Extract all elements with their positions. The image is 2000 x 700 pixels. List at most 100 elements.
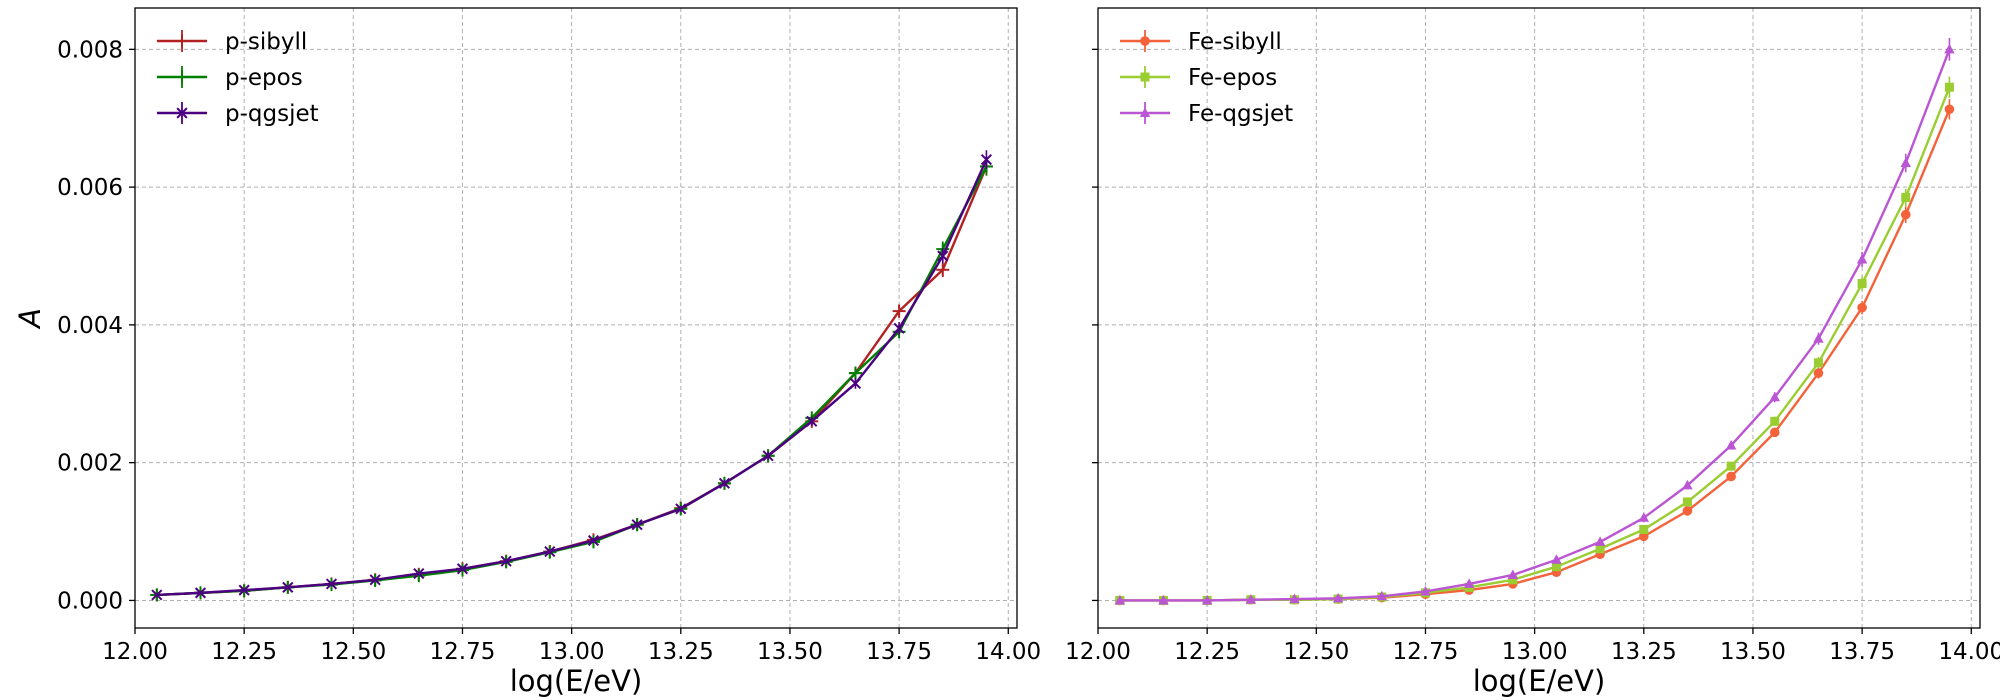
data-point-Fe-sibyll [1944, 104, 1955, 115]
y-tick-label: 0.002 [57, 451, 123, 477]
data-point-Fe-sibyll [1769, 427, 1780, 438]
legend-marker-Fe-qgsjet [1139, 107, 1151, 117]
data-point-Fe-qgsjet [1638, 512, 1649, 522]
legend-label-Fe-epos: Fe-epos [1188, 65, 1277, 91]
data-point-Fe-qgsjet [1551, 554, 1562, 564]
data-point-Fe-epos [1551, 562, 1561, 572]
data-point-Fe-qgsjet [1682, 479, 1693, 490]
data-point-p-qgsjet [544, 545, 556, 558]
data-point-p-qgsjet [413, 567, 425, 580]
x-tick-label: 12.00 [1065, 639, 1131, 665]
plot-frame [134, 7, 1018, 629]
data-point-Fe-epos [1901, 192, 1911, 202]
data-point-Fe-epos [1508, 575, 1518, 585]
x-tick-label: 12.00 [102, 639, 168, 665]
data-point-p-qgsjet [238, 584, 250, 596]
data-point-Fe-qgsjet [1463, 578, 1475, 588]
plot-frame [1097, 7, 1981, 629]
data-point-Fe-qgsjet [1900, 157, 1911, 167]
data-point-p-qgsjet [369, 574, 381, 586]
legend-label-p-qgsjet: p-qgsjet [225, 101, 319, 127]
data-point-p-qgsjet [718, 477, 731, 489]
data-point-Fe-qgsjet [1420, 585, 1431, 596]
data-point-p-qgsjet [893, 322, 905, 334]
legend-label-Fe-qgsjet: Fe-qgsjet [1188, 101, 1293, 127]
legend-marker-Fe-epos [1140, 72, 1150, 82]
x-axis-label: log(E/eV) [510, 664, 643, 698]
x-tick-label: 12.75 [1393, 639, 1459, 665]
x-tick-label: 13.25 [1611, 639, 1677, 665]
x-tick-label: 12.25 [1174, 639, 1240, 665]
data-point-Fe-epos [1682, 497, 1692, 507]
data-point-p-qgsjet [500, 555, 512, 567]
x-tick-label: 12.50 [320, 639, 386, 665]
legend-label-Fe-sibyll: Fe-sibyll [1188, 29, 1282, 55]
y-tick-label: 0.000 [57, 588, 123, 614]
data-point-Fe-epos [1770, 416, 1780, 426]
series-line-p-qgsjet [156, 159, 988, 597]
data-point-p-qgsjet [194, 587, 207, 599]
data-point-p-qgsjet [806, 415, 818, 427]
data-point-p-qgsjet [151, 589, 163, 601]
data-point-p-qgsjet [937, 250, 949, 262]
x-tick-label: 14.00 [975, 639, 1041, 665]
data-point-Fe-qgsjet [1507, 569, 1519, 579]
x-tick-label: 13.25 [648, 639, 714, 665]
x-axis-label: log(E/eV) [1473, 664, 1606, 698]
x-tick-label: 13.50 [1720, 639, 1786, 665]
data-point-p-qgsjet [325, 578, 338, 590]
x-tick-label: 13.75 [866, 639, 932, 665]
data-point-Fe-qgsjet [1856, 253, 1868, 264]
data-point-Fe-sibyll [1726, 471, 1736, 482]
x-tick-label: 13.75 [1829, 639, 1895, 665]
data-point-Fe-qgsjet [1158, 594, 1169, 605]
y-tick-label: 0.006 [57, 175, 123, 201]
data-point-p-qgsjet [675, 503, 687, 515]
data-point-Fe-epos [1595, 544, 1605, 554]
data-point-Fe-epos [1726, 461, 1736, 471]
data-point-Fe-sibyll [1682, 506, 1693, 516]
series-line-Fe-qgsjet [1119, 48, 1951, 602]
data-point-Fe-epos [1857, 279, 1867, 289]
x-tick-label: 14.00 [1938, 639, 2000, 665]
data-point-Fe-sibyll [1857, 302, 1867, 313]
data-point-p-qgsjet [849, 377, 862, 390]
data-point-p-qgsjet [456, 563, 469, 575]
data-point-Fe-qgsjet [1813, 333, 1824, 343]
data-point-Fe-sibyll [1900, 209, 1911, 220]
chart-panel-2: 12.00 12.25 12.50 12.75 13.00 13.25 13.50 13.75… [1065, 7, 2000, 698]
data-point-Fe-epos [1813, 358, 1823, 368]
data-point-p-qgsjet [587, 534, 600, 547]
data-point-Fe-qgsjet [1376, 590, 1388, 601]
data-point-p-qgsjet [980, 153, 993, 166]
data-point-Fe-qgsjet [1245, 594, 1257, 604]
data-point-Fe-epos [1944, 82, 1954, 92]
y-axis-label: A [13, 308, 47, 330]
legend-marker-Fe-sibyll [1140, 36, 1150, 46]
x-tick-label: 13.00 [1502, 639, 1568, 665]
data-point-Fe-qgsjet [1769, 391, 1780, 402]
x-tick-label: 13.50 [757, 639, 823, 665]
data-point-Fe-qgsjet [1201, 594, 1213, 605]
data-point-Fe-sibyll [1813, 368, 1824, 378]
legend-label-p-sibyll: p-sibyll [225, 29, 307, 55]
y-tick-label: 0.004 [57, 313, 123, 339]
x-tick-label: 12.25 [211, 639, 277, 665]
data-point-Fe-qgsjet [1332, 592, 1344, 603]
data-point-Fe-qgsjet [1114, 594, 1126, 605]
x-tick-label: 13.00 [539, 639, 605, 665]
y-tick-label: 0.008 [57, 37, 123, 63]
x-tick-label: 12.50 [1283, 639, 1349, 665]
legend-marker-p-qgsjet [176, 107, 188, 119]
data-point-p-qgsjet [282, 581, 294, 593]
data-point-Fe-qgsjet [1944, 43, 1955, 54]
data-point-Fe-qgsjet [1289, 593, 1300, 604]
legend-label-p-epos: p-epos [225, 65, 303, 91]
data-point-Fe-qgsjet [1725, 439, 1737, 450]
data-point-Fe-epos [1639, 524, 1649, 534]
chart-panel-1: 12.00 12.25 12.50 12.75 13.00 13.25 13.50 13.75… [13, 7, 1041, 698]
data-point-Fe-qgsjet [1594, 536, 1606, 546]
data-point-p-qgsjet [631, 519, 643, 531]
data-point-p-qgsjet [762, 450, 774, 462]
